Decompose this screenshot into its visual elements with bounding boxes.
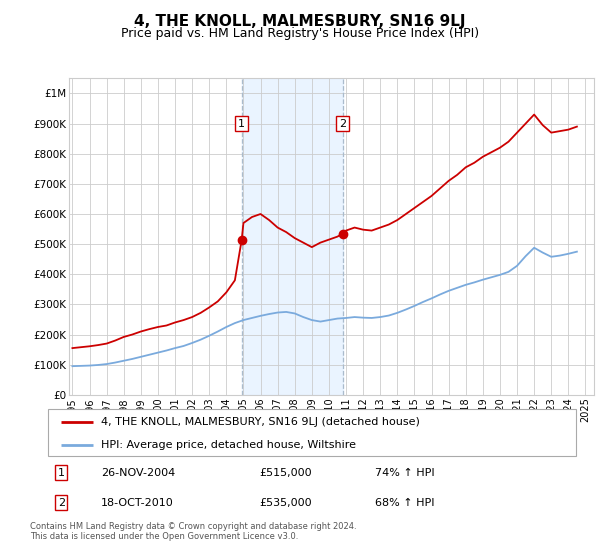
Text: 26-NOV-2004: 26-NOV-2004: [101, 468, 175, 478]
Text: 4, THE KNOLL, MALMESBURY, SN16 9LJ (detached house): 4, THE KNOLL, MALMESBURY, SN16 9LJ (deta…: [101, 417, 419, 427]
Text: 2: 2: [339, 119, 346, 129]
Text: 1: 1: [238, 119, 245, 129]
Text: £515,000: £515,000: [259, 468, 312, 478]
Text: 18-OCT-2010: 18-OCT-2010: [101, 498, 173, 508]
Text: 74% ↑ HPI: 74% ↑ HPI: [376, 468, 435, 478]
Text: 1: 1: [58, 468, 65, 478]
Text: HPI: Average price, detached house, Wiltshire: HPI: Average price, detached house, Wilt…: [101, 440, 356, 450]
Text: 2: 2: [58, 498, 65, 508]
Text: £535,000: £535,000: [259, 498, 312, 508]
Bar: [242, 78, 343, 395]
Text: 4, THE KNOLL, MALMESBURY, SN16 9LJ: 4, THE KNOLL, MALMESBURY, SN16 9LJ: [134, 14, 466, 29]
Text: Contains HM Land Registry data © Crown copyright and database right 2024.
This d: Contains HM Land Registry data © Crown c…: [30, 522, 356, 542]
Text: Price paid vs. HM Land Registry's House Price Index (HPI): Price paid vs. HM Land Registry's House …: [121, 27, 479, 40]
Text: 68% ↑ HPI: 68% ↑ HPI: [376, 498, 435, 508]
FancyBboxPatch shape: [48, 409, 576, 456]
